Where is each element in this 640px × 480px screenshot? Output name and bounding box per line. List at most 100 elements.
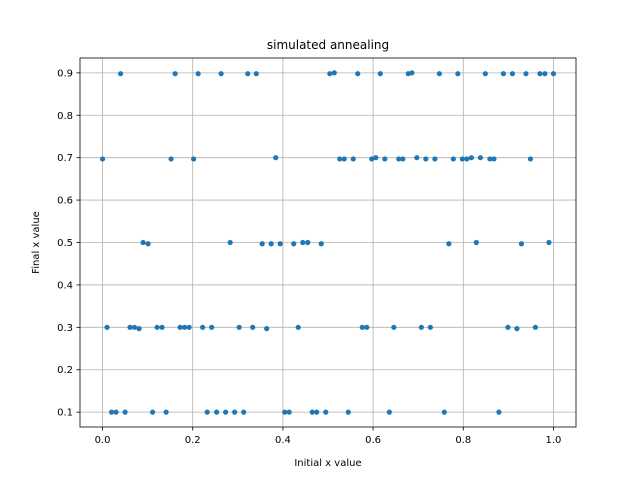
scatter-point [369,156,375,162]
scatter-point [277,241,283,247]
scatter-point [450,156,456,162]
scatter-point [477,155,484,161]
chart-title: simulated annealing [267,38,389,52]
scatter-point [364,324,370,330]
y-tick-label: 0.6 [57,196,73,207]
scatter-point [264,326,270,332]
scatter-point [159,324,165,330]
scatter-point [331,70,337,76]
y-tick-label: 0.9 [57,68,73,79]
scatter-point [523,71,529,77]
scatter-point [227,239,233,246]
axis-ticks: 0.0 0.2 0.4 0.6 0.8 1.0 0.1 0.2 0.3 0.4 0.5 0.6 0.7 0… [57,68,561,446]
scatter-point [232,409,238,415]
scatter-point [113,409,119,415]
scatter-point [140,239,146,246]
scatter-point [250,324,256,330]
scatter-point [391,324,397,330]
scatter-point [400,156,406,162]
scatter-point [373,155,379,161]
scatter-point [527,156,534,162]
scatter-point [117,71,124,77]
scatter-point [327,71,333,77]
scatter-point [505,324,511,330]
scatter-point [177,324,183,330]
scatter-point [377,71,383,77]
scatter-point [291,241,297,247]
scatter-point [350,156,356,162]
y-tick-label: 0.7 [57,153,73,164]
x-tick-label: 0.2 [185,435,201,446]
scatter-point [345,409,351,415]
scatter-point [355,71,361,77]
scatter-point [542,71,548,77]
scatter-point [491,156,497,162]
x-tick-label: 0.8 [455,435,471,446]
scatter-point [455,71,461,77]
scatter-point [172,71,178,77]
scatter-point [245,71,251,77]
scatter-point [464,156,470,162]
scatter-point [423,156,429,162]
scatter-point [273,155,279,161]
y-axis-label: Final x value [31,211,42,274]
scatter-point [473,239,479,246]
scatter-point [496,409,502,415]
scatter-point [182,324,188,330]
scatter-point [282,409,288,415]
scatter-point [241,409,247,415]
scatter-point [149,409,156,415]
scatter-point [414,155,420,161]
scatter-point [532,324,539,330]
scatter-point [396,156,402,162]
scatter-point [441,409,447,415]
scatter-point [236,324,242,330]
scatter-point [218,71,224,77]
scatter-point [200,324,206,330]
y-tick-label: 0.5 [57,238,73,249]
scatter-point [127,324,133,330]
scatter-point [318,241,324,247]
scatter-point [500,71,507,77]
scatter-point [337,156,343,162]
scatter-point [409,70,415,76]
scatter-point [99,156,106,162]
scatter-point [136,326,142,332]
scatter-points [99,70,557,415]
scatter-point [468,155,474,161]
scatter-point [186,324,192,330]
scatter-point [286,409,292,415]
scatter-point [546,239,552,246]
scatter-point [436,71,442,77]
y-tick-label: 0.1 [57,408,73,419]
scatter-point [268,241,274,247]
scatter-point [550,71,557,77]
scatter-point [191,156,197,162]
scatter-point [108,409,115,415]
scatter-point [418,324,424,330]
scatter-point [259,241,265,247]
scatter-point [518,241,525,247]
scatter-point [487,156,493,162]
scatter-point [482,71,488,77]
scatter-point [314,409,320,415]
scatter-point [514,326,520,332]
scatter-point [253,71,259,77]
scatter-point [122,409,128,415]
x-tick-label: 0.4 [275,435,291,446]
scatter-point [509,71,516,77]
scatter-point [204,409,210,415]
scatter-point [446,241,452,247]
y-tick-label: 0.3 [57,323,73,334]
scatter-point [168,156,174,162]
scatter-point [145,241,151,247]
scatter-point [427,324,433,330]
scatter-point [459,156,465,162]
scatter-point [195,71,201,77]
y-tick-label: 0.8 [57,111,73,122]
scatter-point [382,156,388,162]
scatter-point [323,409,329,415]
x-tick-label: 0.6 [365,435,381,446]
scatter-point [163,409,169,415]
